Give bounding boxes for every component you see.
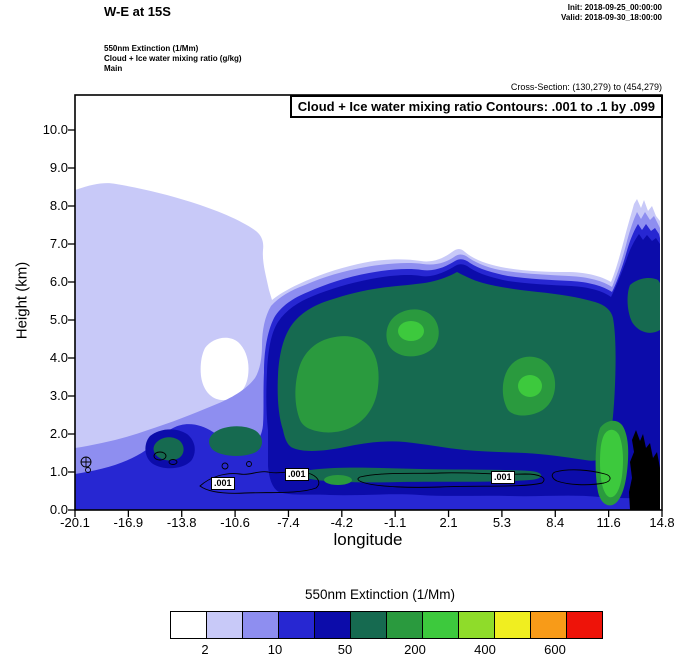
- cross-section-label: Cross-Section: (130,279) to (454,279): [510, 82, 662, 92]
- colorbar-cell: [171, 612, 207, 638]
- x-tick-label: -10.6: [220, 515, 250, 530]
- terrain-silhouette: [629, 430, 660, 510]
- colorbar-title: 550nm Extinction (1/Mm): [304, 587, 456, 602]
- run-times: Init: 2018-09-25_00:00:00 Valid: 2018-09…: [561, 3, 662, 23]
- colorbar-tick-label: 200: [404, 642, 426, 657]
- y-tick-label: 9.0: [49, 160, 68, 175]
- fill-teal-center-blob: [209, 426, 262, 456]
- fill-bright-terrain-strip: [600, 429, 623, 498]
- x-tick-label: -7.4: [277, 515, 300, 530]
- colorbar-cell: [351, 612, 387, 638]
- contour-info-box: Cloud + Ice water mixing ratio Contours:…: [289, 95, 663, 118]
- contour-label: .001: [285, 468, 309, 481]
- y-tick-label: 10.0: [42, 122, 68, 137]
- clear-notch: [200, 337, 249, 401]
- colorbar-cell: [459, 612, 495, 638]
- colorbar-cell: [279, 612, 315, 638]
- y-tick-label: 5.0: [49, 312, 68, 327]
- x-tick-label: 11.6: [596, 515, 621, 530]
- y-tick-label: 8.0: [49, 198, 68, 213]
- colorbar-cell: [315, 612, 351, 638]
- x-tick-label: -16.9: [113, 515, 144, 530]
- colorbar-cell: [567, 612, 602, 638]
- y-tick-label: 4.0: [49, 350, 68, 365]
- fill-teal-right-column: [627, 277, 660, 333]
- field-line-extinction: 550nm Extinction (1/Mm): [104, 44, 199, 53]
- colorbar-tick-label: 400: [474, 642, 496, 657]
- colorbar-labels: 2 10 50 200 400 600: [170, 642, 590, 658]
- colorbar: [170, 611, 603, 639]
- colorbar-tick-label: 10: [267, 642, 283, 657]
- valid-time: Valid: 2018-09-30_18:00:00: [561, 13, 662, 22]
- field-list: 550nm Extinction (1/Mm) Cloud + Ice wate…: [104, 44, 242, 74]
- colorbar-cell: [531, 612, 567, 638]
- colorbar-tick-label: 2: [201, 642, 209, 657]
- colorbar-tick-label: 600: [544, 642, 566, 657]
- fill-teal-bottom-streak: [304, 467, 542, 483]
- y-tick-label: 3.0: [49, 388, 68, 403]
- x-tick-label: 2.1: [439, 515, 458, 530]
- x-tick-label: -20.1: [60, 515, 90, 530]
- cross-section-plot: [68, 94, 663, 517]
- colorbar-cell: [495, 612, 531, 638]
- fill-bright-core-mid: [398, 321, 424, 341]
- page-title: W-E at 15S: [104, 4, 171, 19]
- colorbar-tick-label: 50: [337, 642, 353, 657]
- colorbar-cell: [243, 612, 279, 638]
- x-tick-label: 8.4: [546, 515, 565, 530]
- fill-green-bottom-spot: [324, 475, 352, 485]
- x-tick-label: 5.3: [492, 515, 511, 530]
- colorbar-cell: [387, 612, 423, 638]
- y-tick-label: 2.0: [49, 426, 68, 441]
- x-tick-label: -4.2: [330, 515, 354, 530]
- y-tick-label: 1.0: [49, 464, 68, 479]
- fill-bright-core-east: [518, 375, 542, 397]
- field-line-mixing-ratio: Cloud + Ice water mixing ratio (g/kg): [104, 54, 242, 63]
- y-tick-label: 7.0: [49, 236, 68, 251]
- x-tick-label: -1.1: [383, 515, 407, 530]
- fill-teal-left-blob: [153, 437, 184, 461]
- x-tick-label: 14.8: [649, 515, 674, 530]
- fill-extinction-level-100-west: [295, 336, 379, 433]
- x-tick-label: -13.8: [166, 515, 197, 530]
- init-time: Init: 2018-09-25_00:00:00: [567, 3, 662, 12]
- y-axis-title: Height (km): [13, 261, 31, 340]
- field-line-grid: Main: [104, 64, 123, 73]
- y-tick-label: 0.0: [49, 502, 68, 517]
- contour-label: .001: [211, 477, 235, 490]
- y-tick-label: 6.0: [49, 274, 68, 289]
- contour-label: .001: [491, 471, 515, 484]
- x-axis-title: longitude: [333, 530, 403, 549]
- axis-ticks: [68, 129, 663, 517]
- colorbar-cell: [423, 612, 459, 638]
- colorbar-cell: [207, 612, 243, 638]
